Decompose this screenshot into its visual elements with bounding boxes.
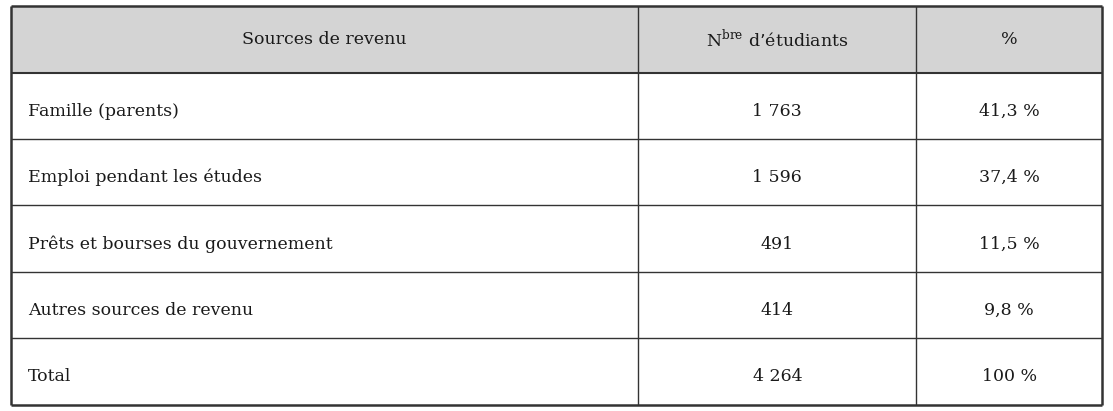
Text: 1 596: 1 596 <box>752 169 802 186</box>
Bar <box>916 6 1102 73</box>
Bar <box>639 6 916 73</box>
Text: 491: 491 <box>761 236 794 252</box>
Text: 9,8 %: 9,8 % <box>984 302 1034 319</box>
Text: Autres sources de revenu: Autres sources de revenu <box>28 302 253 319</box>
Text: Sources de revenu: Sources de revenu <box>243 31 407 48</box>
Bar <box>11 73 1102 139</box>
Text: Emploi pendant les études: Emploi pendant les études <box>28 169 262 186</box>
Bar <box>11 272 1102 338</box>
Text: 37,4 %: 37,4 % <box>978 169 1040 186</box>
Text: N$^{\mathregular{bre}}$ d’étudiants: N$^{\mathregular{bre}}$ d’étudiants <box>706 28 849 50</box>
Text: Total: Total <box>28 368 71 386</box>
Text: 100 %: 100 % <box>982 368 1036 386</box>
Text: Prêts et bourses du gouvernement: Prêts et bourses du gouvernement <box>28 235 333 253</box>
Bar <box>11 338 1102 405</box>
Text: 41,3 %: 41,3 % <box>978 103 1040 120</box>
Text: 4 264: 4 264 <box>752 368 802 386</box>
Text: 414: 414 <box>761 302 794 319</box>
Text: %: % <box>1001 31 1017 48</box>
Bar <box>11 6 639 73</box>
Text: Famille (parents): Famille (parents) <box>28 103 179 120</box>
Text: 1 763: 1 763 <box>752 103 802 120</box>
Text: 11,5 %: 11,5 % <box>978 236 1040 252</box>
Bar <box>11 206 1102 272</box>
Bar <box>11 139 1102 206</box>
